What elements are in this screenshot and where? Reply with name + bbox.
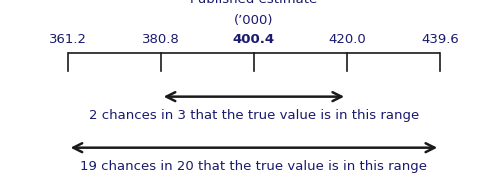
Text: 380.8: 380.8 xyxy=(142,33,180,46)
Text: (’000): (’000) xyxy=(234,14,274,27)
Text: Published estimate: Published estimate xyxy=(191,0,318,6)
Text: 400.4: 400.4 xyxy=(233,33,275,46)
Text: 2 chances in 3 that the true value is in this range: 2 chances in 3 that the true value is in… xyxy=(89,109,419,122)
Text: 420.0: 420.0 xyxy=(328,33,366,46)
Text: 19 chances in 20 that the true value is in this range: 19 chances in 20 that the true value is … xyxy=(81,161,427,173)
Text: 361.2: 361.2 xyxy=(49,33,87,46)
Text: 439.6: 439.6 xyxy=(421,33,459,46)
